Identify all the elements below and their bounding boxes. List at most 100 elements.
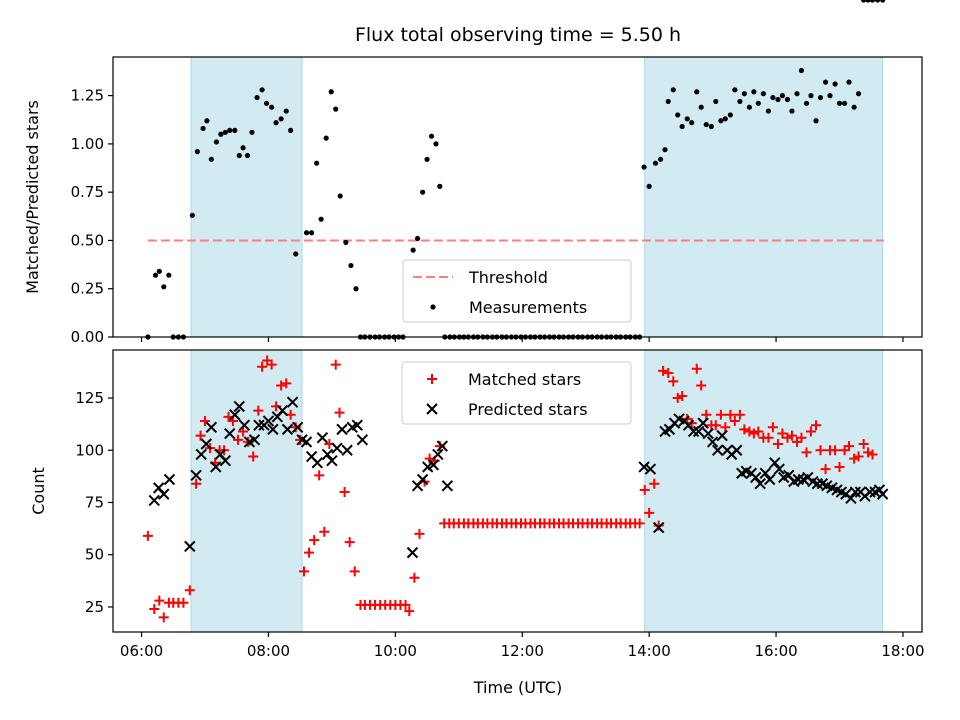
matched-point (763, 432, 774, 443)
predicted-point (148, 494, 160, 507)
predicted-point (291, 421, 304, 433)
matched-point (744, 426, 755, 437)
matched-point (753, 426, 764, 437)
plot-frame (112, 56, 923, 338)
matched-point (820, 464, 831, 475)
matched-point (184, 585, 195, 596)
measurement-point (348, 262, 354, 269)
matched-point (663, 367, 674, 378)
matched-point (691, 363, 702, 374)
matched-point (701, 409, 712, 420)
matched-point (142, 530, 153, 541)
legend-label: Measurements (469, 298, 587, 317)
measurement-point (703, 121, 709, 128)
legend-label: Matched stars (468, 370, 581, 389)
x-tick-label: 10:00 (374, 642, 417, 660)
measurement-point (641, 164, 647, 170)
predicted-point (158, 488, 170, 500)
predicted-point (262, 415, 275, 427)
measurement-point (827, 93, 833, 99)
measurement-point (751, 89, 757, 95)
measurement-point (694, 89, 700, 95)
legend-matched-swatch (427, 374, 437, 384)
matched-point (858, 439, 869, 449)
predicted-point (200, 438, 212, 450)
measurement-point (657, 156, 664, 162)
matched-point (710, 420, 721, 431)
predicted-point (697, 417, 709, 429)
predicted-point (644, 463, 657, 475)
x-axis-label: Time (UTC) (473, 678, 562, 697)
matched-point (344, 537, 355, 548)
measurement-point (218, 131, 224, 137)
predicted-point (233, 400, 245, 413)
measurement-point (869, 0, 876, 3)
measurement-point (254, 94, 260, 101)
legend: Threshold Measurements (402, 259, 632, 323)
matched-point (232, 434, 243, 445)
measurement-point (808, 93, 814, 99)
measurement-point (670, 87, 676, 93)
predicted-point (281, 423, 294, 436)
measurement-point (708, 123, 714, 130)
matched-point (725, 409, 736, 420)
shaded-interval-0 (190, 349, 303, 633)
chart-title: Flux total observing time = 5.50 h (355, 24, 681, 46)
matched-point (720, 422, 731, 433)
measurement-point (813, 118, 819, 124)
matched-point (649, 478, 660, 489)
predicted-point (219, 455, 232, 467)
matched-point (786, 430, 797, 441)
predicted-point (416, 473, 429, 486)
measurement-point (675, 112, 681, 118)
matched-point (748, 428, 759, 439)
predicted-point (692, 425, 705, 438)
measurement-point (689, 120, 695, 126)
measurement-point (770, 94, 776, 101)
matched-point (830, 445, 841, 456)
measurement-point (189, 212, 195, 218)
predicted-point (638, 461, 650, 473)
measurement-point (779, 93, 786, 99)
shaded-interval-0 (190, 56, 303, 338)
predicted-point (711, 444, 724, 456)
matched-point (253, 405, 264, 416)
measurement-point (846, 79, 852, 85)
predicted-point (436, 440, 449, 452)
measurement-point (698, 104, 704, 110)
measurement-point (232, 127, 238, 133)
predicted-point (210, 461, 222, 473)
predicted-point (326, 455, 338, 467)
matched-point (330, 359, 341, 370)
matched-point (304, 547, 315, 558)
measurement-point (665, 98, 671, 105)
matched-point (158, 612, 169, 623)
y-tick-label: 100 (75, 441, 104, 459)
predicted-point (341, 444, 353, 456)
measurement-point (822, 79, 829, 85)
legend-predicted-swatch (426, 403, 438, 415)
measurement-point (200, 125, 206, 132)
measurement-point (222, 129, 228, 135)
predicted-point (731, 444, 743, 456)
y-tick-label: 1.00 (71, 135, 104, 153)
matched-point (772, 439, 783, 449)
x-tick-label: 18:00 (881, 642, 924, 660)
measurement-point (798, 67, 805, 74)
predicted-point (702, 427, 714, 440)
predicted-point (811, 477, 824, 490)
measurement-point (880, 0, 886, 3)
matched-point (639, 484, 650, 495)
matched-point (195, 430, 206, 441)
predicted-point (286, 396, 299, 408)
predicted-point (205, 421, 218, 433)
predicted-point (195, 448, 207, 461)
predicted-point (229, 409, 241, 421)
measurement-point (244, 152, 251, 159)
matched-point (414, 528, 425, 539)
series-x (148, 396, 889, 559)
x-tick-label: 16:00 (754, 642, 797, 660)
predicted-point (432, 448, 444, 461)
measurement-point (213, 139, 220, 145)
